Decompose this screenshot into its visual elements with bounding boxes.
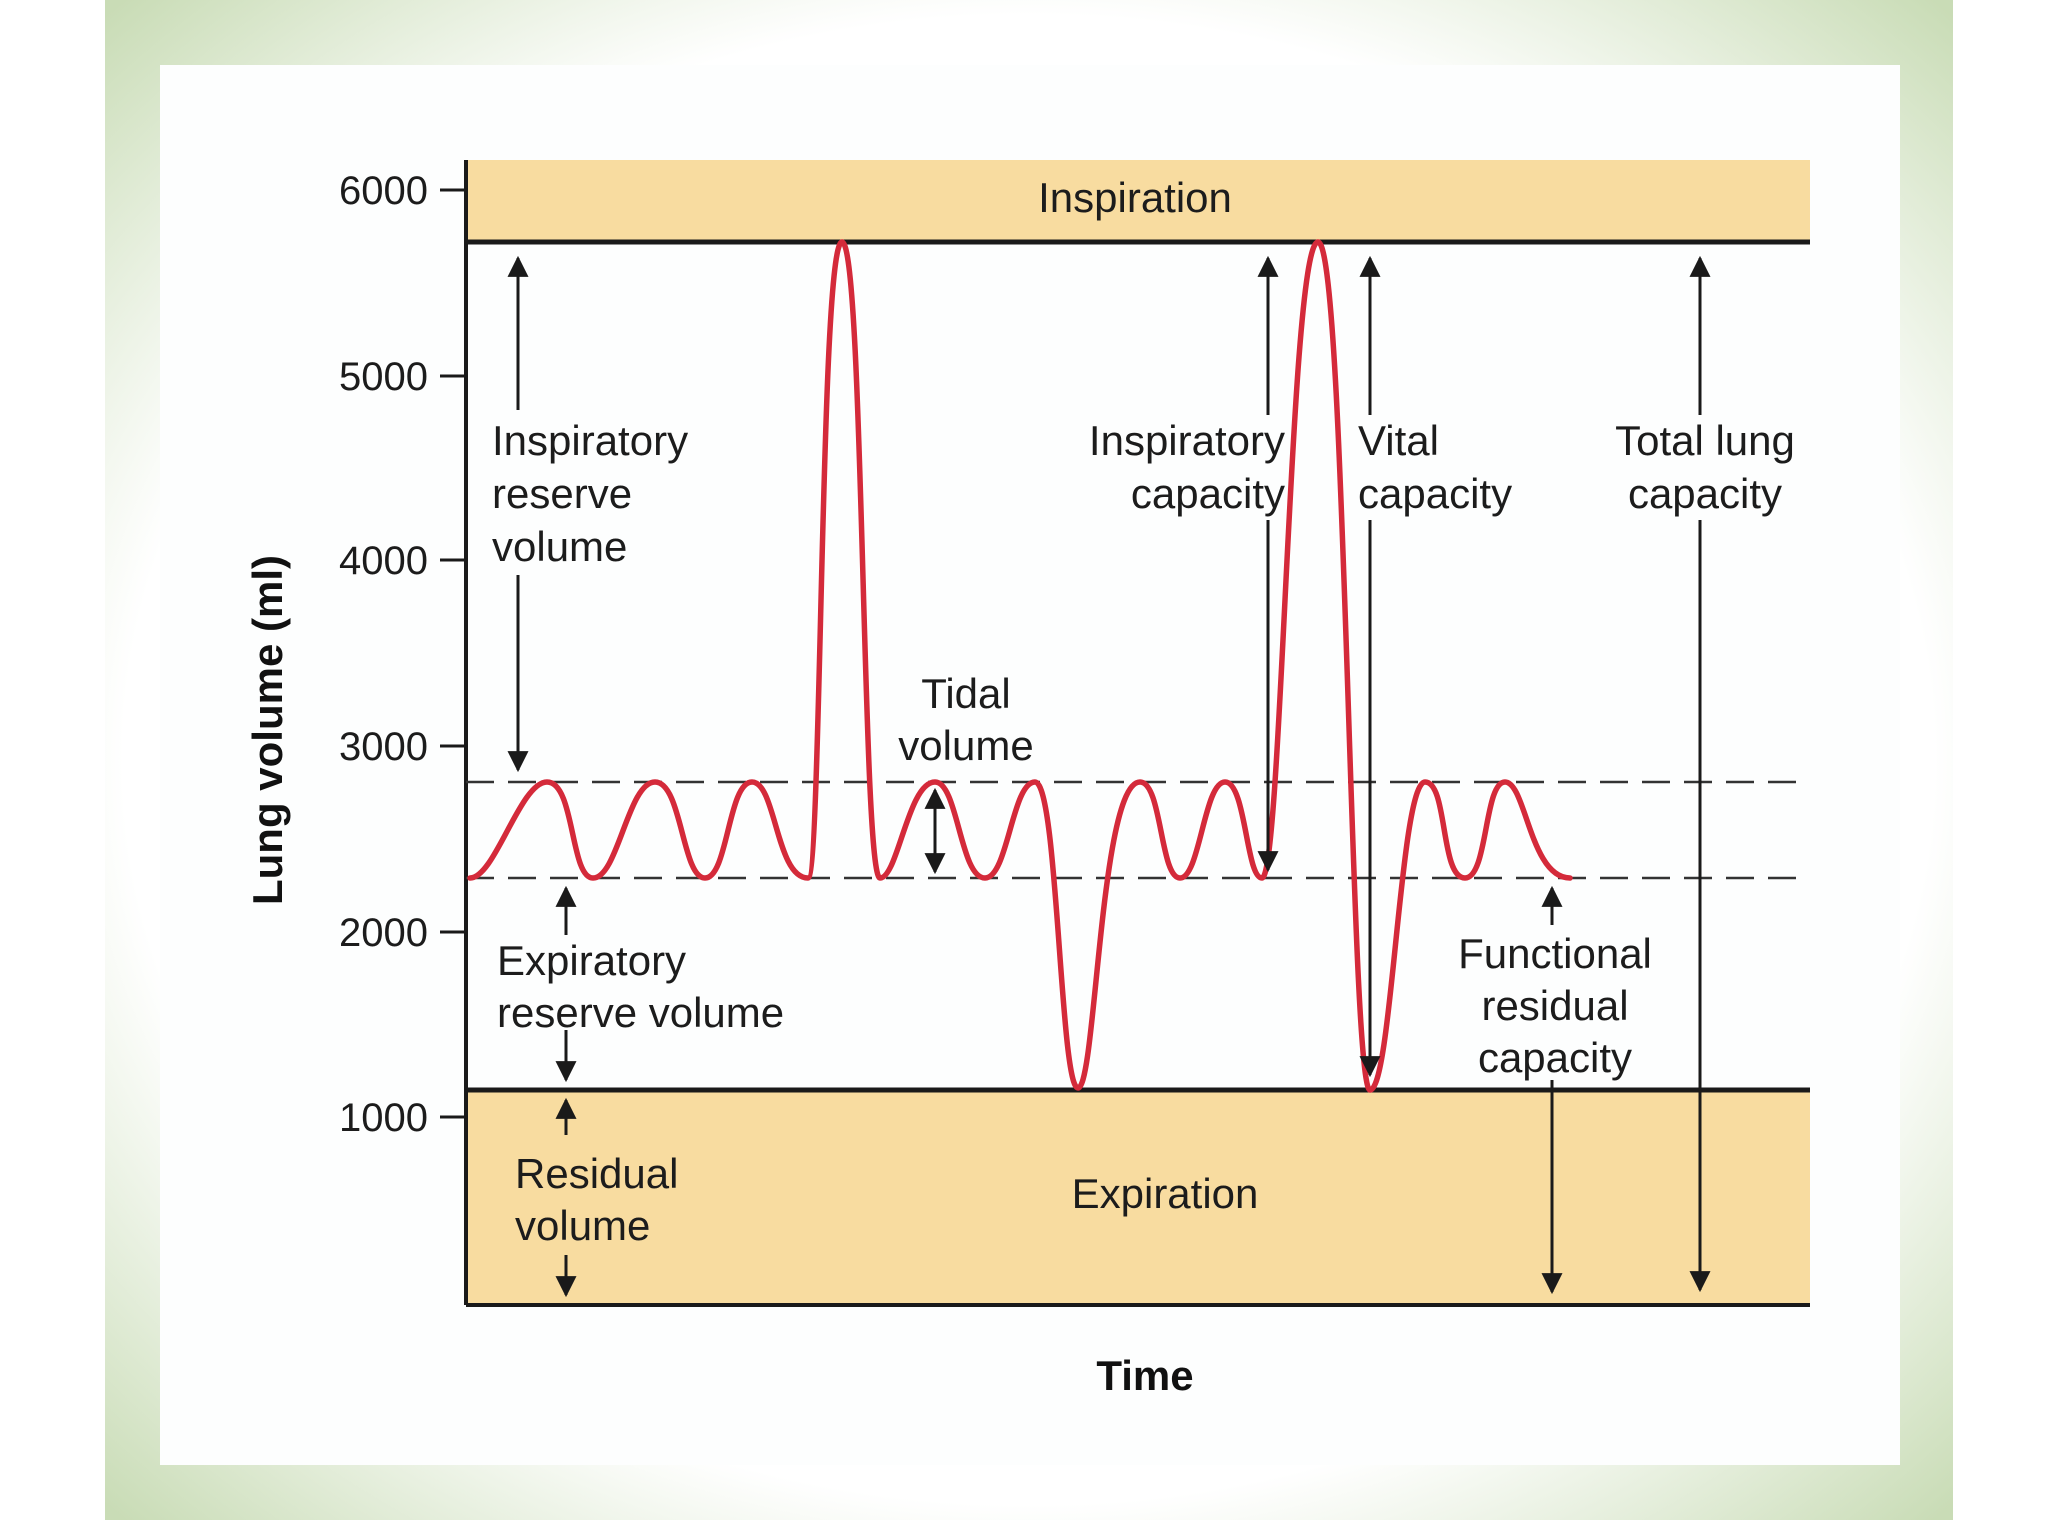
x-axis-title: Time xyxy=(1096,1352,1193,1399)
frc-label: capacity xyxy=(1478,1034,1632,1081)
erv-label: Expiratory xyxy=(497,937,686,984)
tlc-label: capacity xyxy=(1628,470,1782,517)
tlc-label: Total lung xyxy=(1615,417,1795,464)
rv-label: Residual xyxy=(515,1150,678,1197)
frc-label: residual xyxy=(1481,982,1628,1029)
y-tick-label: 1000 xyxy=(339,1096,428,1140)
rv-label: volume xyxy=(515,1202,650,1249)
irv-label: reserve xyxy=(492,470,632,517)
y-tick-label: 6000 xyxy=(339,169,428,213)
expiration-band-label: Expiration xyxy=(1072,1170,1259,1217)
inspiration-band xyxy=(466,160,1810,242)
ic-label: Inspiratory xyxy=(1089,417,1285,464)
expiration-band xyxy=(466,1090,1810,1305)
y-tick-label: 2000 xyxy=(339,911,428,955)
irv-label: volume xyxy=(492,523,627,570)
inspiration-band-label: Inspiration xyxy=(1038,174,1232,221)
y-tick-label: 3000 xyxy=(339,725,428,769)
vc-label: Vital xyxy=(1358,417,1439,464)
y-axis-title: Lung volume (ml) xyxy=(244,555,291,905)
ic-label: capacity xyxy=(1131,470,1285,517)
irv-label: Inspiratory xyxy=(492,417,688,464)
vc-label: capacity xyxy=(1358,470,1512,517)
y-tick-label: 4000 xyxy=(339,539,428,583)
frc-label: Functional xyxy=(1458,930,1652,977)
tidal-label: volume xyxy=(898,722,1033,769)
spirogram-curve xyxy=(467,239,1573,1093)
tidal-label: Tidal xyxy=(921,670,1010,717)
y-ticks: 6000 5000 4000 3000 2000 1000 xyxy=(339,169,466,1140)
erv-label: reserve volume xyxy=(497,989,784,1036)
y-tick-label: 5000 xyxy=(339,355,428,399)
